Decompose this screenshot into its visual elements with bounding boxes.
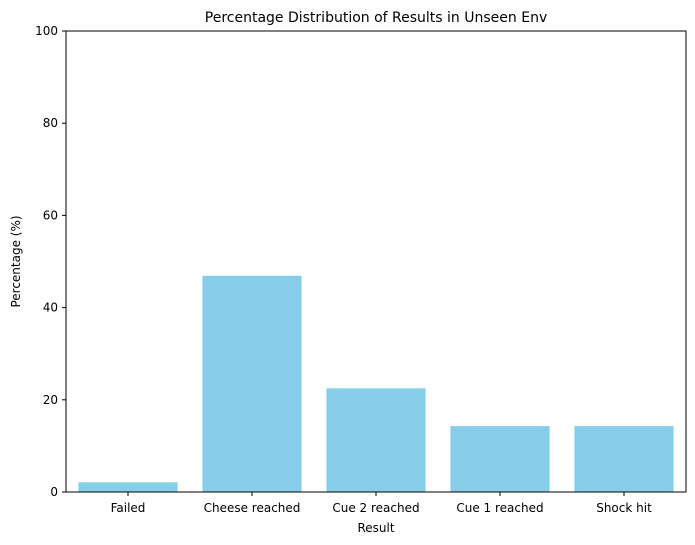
x-axis-label: Result [357,521,394,535]
x-axis: Failed Cheese reached Cue 2 reached Cue 1 r… [111,492,652,515]
x-tick-label: Cue 1 reached [456,501,543,515]
y-tick-label: 100 [35,24,58,38]
y-axis: 0 20 40 60 80 100 [35,24,66,499]
x-tick-label: Failed [111,501,146,515]
bar-cue-1-reached [450,426,550,492]
x-tick-label: Cheese reached [204,501,301,515]
x-tick-label: Shock hit [596,501,652,515]
y-tick-label: 60 [43,208,58,222]
y-tick-label: 20 [43,393,58,407]
plot-frame [65,30,687,493]
x-tick-label: Cue 2 reached [332,501,419,515]
bar-failed [78,482,178,492]
y-tick-label: 40 [43,301,58,315]
y-tick-label: 80 [43,116,58,130]
chart-title: Percentage Distribution of Results in Un… [205,10,547,26]
bar-shock-hit [574,426,674,492]
bars-group [78,275,674,492]
bar-cue-2-reached [326,388,426,492]
y-axis-label: Percentage (%) [9,215,23,307]
bar-cheese-reached [202,275,302,492]
y-tick-label: 0 [50,485,58,499]
